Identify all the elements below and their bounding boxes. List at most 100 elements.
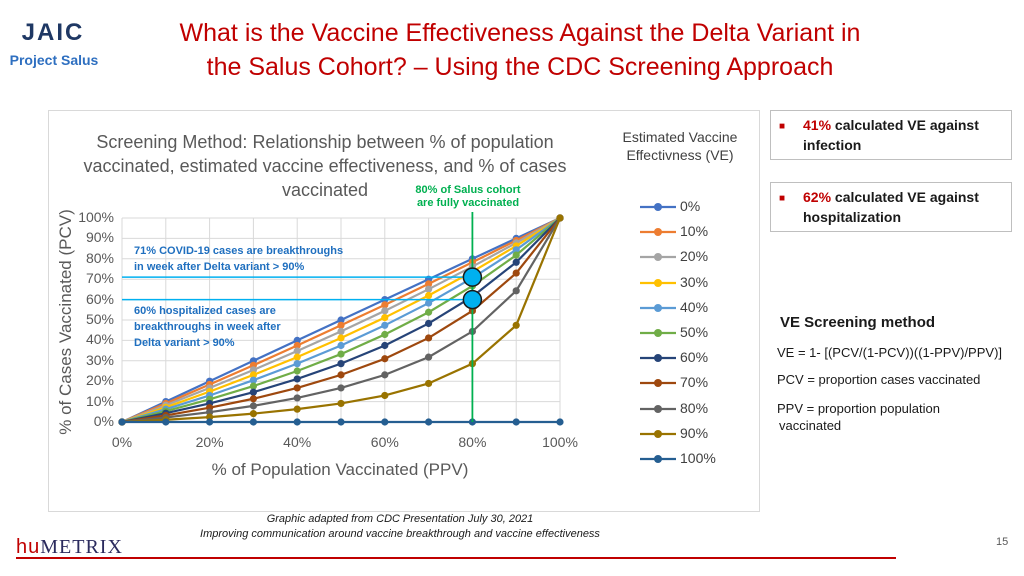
legend-item: 20% xyxy=(640,247,750,267)
data-point xyxy=(381,321,389,329)
data-point xyxy=(381,391,389,400)
infection-ve-percent: 41% xyxy=(803,117,832,133)
legend-swatch xyxy=(640,278,676,287)
hospitalization-ve-box: ■ 62% calculated VE against hospitalizat… xyxy=(770,182,1012,232)
infection-ve-box: ■ 41% calculated VE against infection xyxy=(770,110,1012,160)
data-point xyxy=(381,330,389,339)
project-salus-label: Project Salus xyxy=(9,52,99,68)
legend-swatch xyxy=(640,228,676,237)
data-point xyxy=(425,353,433,361)
x-tick-label: 100% xyxy=(542,434,578,450)
legend-label: 90% xyxy=(680,424,709,441)
data-point xyxy=(381,371,389,379)
highlight-point xyxy=(462,267,483,287)
legend-item: 0% xyxy=(640,197,750,217)
data-point xyxy=(293,360,301,368)
hospitalization-ve-label: calculated VE against hospitalization xyxy=(803,189,979,225)
y-tick-label: 10% xyxy=(85,392,114,409)
legend-swatch xyxy=(640,203,676,211)
data-point xyxy=(337,321,345,329)
data-point xyxy=(249,402,257,410)
hospitalized-annotation-line-1: 60% hospitalized cases are xyxy=(134,305,276,317)
y-tick-label: 0% xyxy=(93,413,114,429)
legend-swatch xyxy=(640,329,676,337)
data-point xyxy=(337,418,345,426)
data-point xyxy=(293,405,301,413)
legend-item: 10% xyxy=(640,222,750,242)
x-tick-label: 80% xyxy=(458,434,487,450)
data-point xyxy=(512,287,520,295)
data-point xyxy=(293,384,301,392)
y-tick-label: 80% xyxy=(85,249,114,266)
hospitalized-annotation: 60% hospitalized cases are breakthroughs… xyxy=(134,303,281,351)
legend-item: 70% xyxy=(640,373,750,393)
data-point xyxy=(337,360,345,368)
source-caption-line-2: Improving communication around vaccine b… xyxy=(200,528,600,540)
data-point xyxy=(425,285,433,293)
data-point xyxy=(293,353,301,361)
data-point xyxy=(381,307,389,315)
data-point xyxy=(381,418,389,426)
legend-label: 70% xyxy=(680,374,709,391)
ppv-definition-line-1: PPV = proportion population xyxy=(777,401,940,416)
legend-swatch xyxy=(640,253,676,262)
data-point xyxy=(162,418,170,426)
legend-swatch xyxy=(640,404,676,413)
data-point xyxy=(381,355,389,363)
data-point xyxy=(293,375,301,383)
legend-title-line-2: Effectivness (VE) xyxy=(626,147,734,163)
hospitalization-ve-percent: 62% xyxy=(803,189,832,205)
slide-title-line-1: What is the Vaccine Effectiveness Agains… xyxy=(179,19,861,47)
data-point xyxy=(249,410,257,418)
legend-label: 40% xyxy=(680,298,709,315)
humetrix-logo-metrix: METRIX xyxy=(40,536,123,558)
legend-label: 50% xyxy=(680,324,709,340)
data-point xyxy=(249,382,257,390)
pcv-definition: PCV = proportion cases vaccinated xyxy=(777,372,981,387)
source-caption-line-1: Graphic adapted from CDC Presentation Ju… xyxy=(266,513,534,525)
source-caption: Graphic adapted from CDC Presentation Ju… xyxy=(180,512,620,542)
data-point xyxy=(337,341,345,350)
data-point xyxy=(512,251,520,259)
legend-label: 100% xyxy=(680,450,716,466)
legend-item: 90% xyxy=(640,424,750,444)
legend-item: 30% xyxy=(640,273,750,293)
slide-title: What is the Vaccine Effectiveness Agains… xyxy=(120,16,920,84)
data-point xyxy=(337,399,345,408)
chart-title-line-3: vaccinated xyxy=(281,180,369,200)
data-point xyxy=(249,388,257,396)
data-point xyxy=(556,214,564,222)
x-tick-label: 60% xyxy=(370,434,399,450)
data-point xyxy=(293,347,301,355)
data-point xyxy=(556,418,564,426)
legend-label: 0% xyxy=(680,198,701,214)
data-point xyxy=(425,291,433,300)
legend-label: 60% xyxy=(680,349,709,366)
y-tick-label: 30% xyxy=(85,351,114,368)
legend-item: 60% xyxy=(640,348,750,368)
data-point xyxy=(512,418,520,426)
infection-ve-label: calculated VE against infection xyxy=(803,117,979,153)
x-axis-label: % of Population Vaccinated (PPV) xyxy=(211,460,469,479)
data-point xyxy=(425,334,433,342)
ppv-definition-line-2: vaccinated xyxy=(779,418,842,433)
data-point xyxy=(293,341,301,350)
data-point xyxy=(249,376,257,384)
chart-title: Screening Method: Relationship between %… xyxy=(70,130,580,202)
infection-ve-text: 41% calculated VE against infection xyxy=(803,115,1007,155)
legend-swatch xyxy=(640,379,676,388)
data-point xyxy=(425,319,433,328)
x-tick-label: 0% xyxy=(111,434,133,450)
bullet-icon: ■ xyxy=(779,121,786,132)
legend-swatch xyxy=(640,455,676,463)
x-tick-label: 40% xyxy=(283,434,312,450)
legend-item: 40% xyxy=(640,298,750,318)
data-point xyxy=(425,280,433,288)
highlight-point xyxy=(462,289,483,310)
y-tick-label: 100% xyxy=(78,209,114,225)
data-point xyxy=(337,371,345,379)
footer-rule xyxy=(16,557,896,559)
ve-method-heading: VE Screening method xyxy=(780,314,936,331)
y-tick-label: 90% xyxy=(85,229,114,246)
